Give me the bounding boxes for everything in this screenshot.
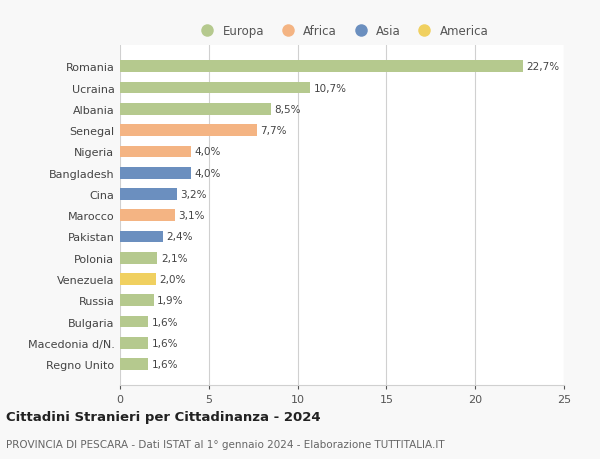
- Text: 1,6%: 1,6%: [152, 359, 178, 369]
- Bar: [120, 168, 191, 179]
- Text: 2,1%: 2,1%: [161, 253, 187, 263]
- Bar: [120, 146, 191, 158]
- Text: Cittadini Stranieri per Cittadinanza - 2024: Cittadini Stranieri per Cittadinanza - 2…: [6, 410, 320, 423]
- Text: 8,5%: 8,5%: [275, 105, 301, 115]
- Text: PROVINCIA DI PESCARA - Dati ISTAT al 1° gennaio 2024 - Elaborazione TUTTITALIA.I: PROVINCIA DI PESCARA - Dati ISTAT al 1° …: [6, 440, 445, 449]
- Bar: [120, 189, 177, 200]
- Text: 1,6%: 1,6%: [152, 317, 178, 327]
- Text: 1,9%: 1,9%: [157, 296, 184, 306]
- Text: 10,7%: 10,7%: [314, 84, 347, 93]
- Text: 3,1%: 3,1%: [179, 211, 205, 221]
- Bar: [120, 104, 271, 116]
- Bar: [120, 125, 257, 137]
- Bar: [120, 337, 148, 349]
- Text: 2,4%: 2,4%: [166, 232, 193, 242]
- Text: 7,7%: 7,7%: [260, 126, 287, 136]
- Bar: [120, 210, 175, 222]
- Text: 22,7%: 22,7%: [527, 62, 560, 72]
- Bar: [120, 252, 157, 264]
- Bar: [120, 358, 148, 370]
- Bar: [120, 83, 310, 94]
- Bar: [120, 274, 155, 285]
- Text: 1,6%: 1,6%: [152, 338, 178, 348]
- Text: 2,0%: 2,0%: [159, 274, 185, 285]
- Text: 3,2%: 3,2%: [181, 190, 207, 200]
- Bar: [120, 231, 163, 243]
- Bar: [120, 62, 523, 73]
- Bar: [120, 295, 154, 307]
- Legend: Europa, Africa, Asia, America: Europa, Africa, Asia, America: [196, 25, 488, 38]
- Text: 4,0%: 4,0%: [194, 147, 221, 157]
- Bar: [120, 316, 148, 328]
- Text: 4,0%: 4,0%: [194, 168, 221, 178]
